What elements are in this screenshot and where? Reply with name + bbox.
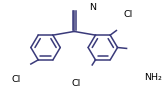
Text: Cl: Cl (123, 10, 133, 19)
Text: NH₂: NH₂ (144, 73, 162, 82)
Text: Cl: Cl (12, 75, 21, 84)
Text: N: N (89, 3, 96, 12)
Text: Cl: Cl (71, 78, 80, 87)
